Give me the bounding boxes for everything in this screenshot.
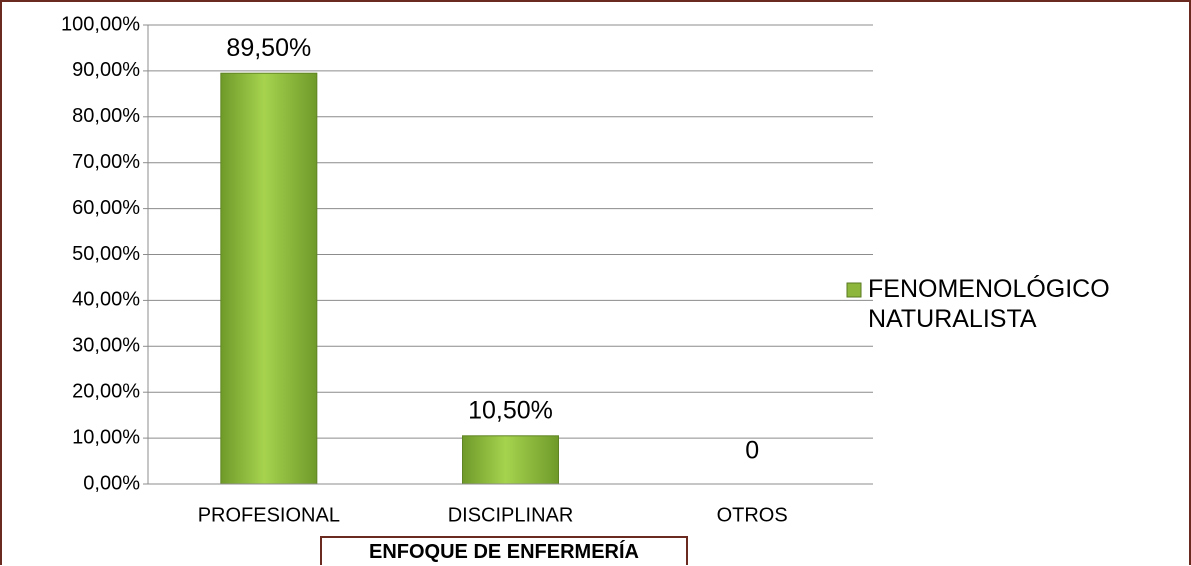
x-tick-label: OTROS xyxy=(717,504,788,526)
data-label: 0 xyxy=(745,437,759,465)
y-tick-label: 40,00% xyxy=(72,289,140,311)
y-tick-label: 80,00% xyxy=(72,105,140,127)
y-tick-label: 60,00% xyxy=(72,197,140,219)
x-tick-label: DISCIPLINAR xyxy=(448,504,574,526)
data-label: 10,50% xyxy=(468,396,553,424)
y-tick-label: 100,00% xyxy=(61,13,140,35)
legend-swatch xyxy=(846,282,862,298)
x-tick-label: PROFESIONAL xyxy=(198,504,340,526)
bar xyxy=(220,72,318,485)
y-tick-label: 70,00% xyxy=(72,151,140,173)
y-tick-label: 10,00% xyxy=(72,426,140,448)
y-tick-label: 50,00% xyxy=(72,243,140,265)
y-tick-label: 0,00% xyxy=(83,472,140,494)
y-tick-label: 20,00% xyxy=(72,380,140,402)
x-axis-title: ENFOQUE DE ENFERMERÍA xyxy=(320,536,688,565)
y-tick-label: 30,00% xyxy=(72,335,140,357)
legend-label: FENOMENOLÓGICO NATURALISTA xyxy=(868,275,1110,333)
bar xyxy=(462,435,559,485)
data-label: 89,50% xyxy=(226,34,311,62)
legend: FENOMENOLÓGICO NATURALISTA xyxy=(846,274,1168,334)
y-tick-label: 90,00% xyxy=(72,59,140,81)
